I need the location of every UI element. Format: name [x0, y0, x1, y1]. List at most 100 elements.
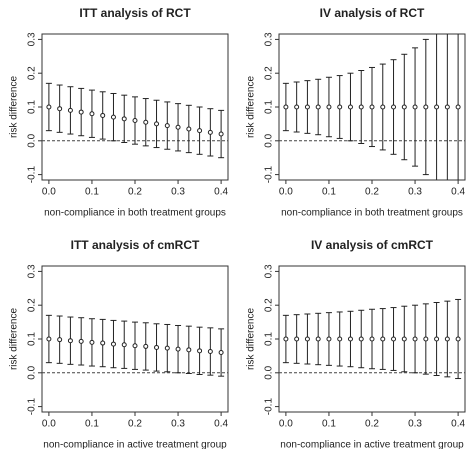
panel: IV analysis of cmRCT 0.0 0.1 0.2 0.3 0.4 -0.1 0…	[246, 238, 466, 449]
point	[455, 104, 461, 110]
point	[110, 341, 116, 347]
point	[121, 116, 127, 122]
y-tick-label: 0.2	[27, 298, 38, 312]
y-tick-label: 0.0	[264, 365, 275, 379]
plot-area	[42, 82, 228, 159]
x-tick-label: 0.0	[42, 187, 56, 198]
point	[46, 104, 52, 110]
point	[315, 104, 321, 110]
x-axis-label: non-compliance in both treatment groups	[281, 208, 463, 219]
y-tick-label: -0.1	[264, 398, 275, 416]
point	[110, 114, 116, 120]
x-tick-label: 0.4	[451, 187, 465, 198]
point	[412, 104, 418, 110]
point	[358, 336, 364, 342]
point	[294, 104, 300, 110]
point	[186, 347, 192, 353]
panel: ITT analysis of RCT 0.0 0.1 0.2 0.3 0.4 -0.1 0.…	[9, 6, 229, 219]
y-axis-label: risk difference	[9, 76, 20, 139]
y-tick-label: 0.1	[27, 332, 38, 346]
point	[283, 336, 289, 342]
y-tick-label: 0.1	[264, 100, 275, 114]
point	[57, 106, 63, 112]
panel: ITT analysis of cmRCT 0.0 0.1 0.2 0.3 0.4 -0.1…	[9, 238, 229, 449]
plot-area	[42, 314, 228, 377]
y-tick-label: 0.0	[27, 365, 38, 379]
x-tick-label: 0.0	[42, 419, 56, 430]
point	[391, 104, 397, 110]
point	[294, 336, 300, 342]
y-tick-label: 0.1	[27, 100, 38, 114]
point	[358, 104, 364, 110]
x-axis-label: non-compliance in active treatment group	[280, 440, 464, 449]
point	[434, 336, 440, 342]
point	[380, 104, 386, 110]
x-tick-label: 0.4	[214, 187, 228, 198]
x-tick-label: 0.2	[128, 419, 142, 430]
point	[100, 112, 106, 118]
x-tick-label: 0.3	[408, 187, 422, 198]
point	[143, 119, 149, 125]
point	[143, 343, 149, 349]
point	[412, 336, 418, 342]
panel-title: ITT analysis of cmRCT	[71, 238, 200, 252]
point	[197, 128, 203, 134]
point	[46, 336, 52, 342]
y-axis-label: risk difference	[246, 76, 257, 139]
y-tick-label: -0.1	[27, 398, 38, 416]
x-tick-label: 0.0	[279, 187, 293, 198]
x-tick-label: 0.3	[171, 187, 185, 198]
x-tick-label: 0.1	[85, 187, 99, 198]
point	[207, 349, 213, 355]
panel: IV analysis of RCT 0.0 0.1 0.2 0.3 0.4 -0.1 0.0…	[246, 6, 466, 219]
point	[78, 338, 84, 344]
point	[326, 104, 332, 110]
point	[164, 345, 170, 351]
point	[401, 336, 407, 342]
point	[207, 129, 213, 135]
point	[67, 107, 73, 113]
point	[369, 336, 375, 342]
point	[423, 336, 429, 342]
y-tick-label: 0.3	[264, 264, 275, 278]
x-tick-label: 0.2	[365, 419, 379, 430]
point	[67, 338, 73, 344]
x-tick-label: 0.1	[322, 419, 336, 430]
point	[347, 336, 353, 342]
panel-title: ITT analysis of RCT	[79, 6, 191, 20]
point	[337, 104, 343, 110]
point	[444, 104, 450, 110]
y-tick-label: 0.1	[264, 332, 275, 346]
point	[315, 336, 321, 342]
y-tick-label: 0.2	[264, 66, 275, 80]
point	[154, 344, 160, 350]
point	[444, 336, 450, 342]
point	[337, 336, 343, 342]
point	[218, 131, 224, 137]
x-axis-label: non-compliance in active treatment group	[43, 440, 227, 449]
y-tick-label: -0.1	[27, 166, 38, 184]
point	[57, 337, 63, 343]
x-tick-label: 0.2	[128, 187, 142, 198]
y-tick-label: 0.3	[27, 32, 38, 46]
x-tick-label: 0.1	[322, 187, 336, 198]
x-tick-label: 0.4	[214, 419, 228, 430]
point	[78, 109, 84, 115]
point	[347, 104, 353, 110]
point	[434, 104, 440, 110]
point	[304, 336, 310, 342]
point	[401, 104, 407, 110]
point	[175, 346, 181, 352]
point	[423, 104, 429, 110]
point	[186, 126, 192, 132]
point	[132, 343, 138, 349]
point	[164, 123, 170, 129]
point	[380, 336, 386, 342]
point	[100, 340, 106, 346]
x-tick-label: 0.1	[85, 419, 99, 430]
panel-title: IV analysis of RCT	[320, 6, 425, 20]
point	[197, 348, 203, 354]
x-tick-label: 0.0	[279, 419, 293, 430]
x-tick-label: 0.4	[451, 419, 465, 430]
